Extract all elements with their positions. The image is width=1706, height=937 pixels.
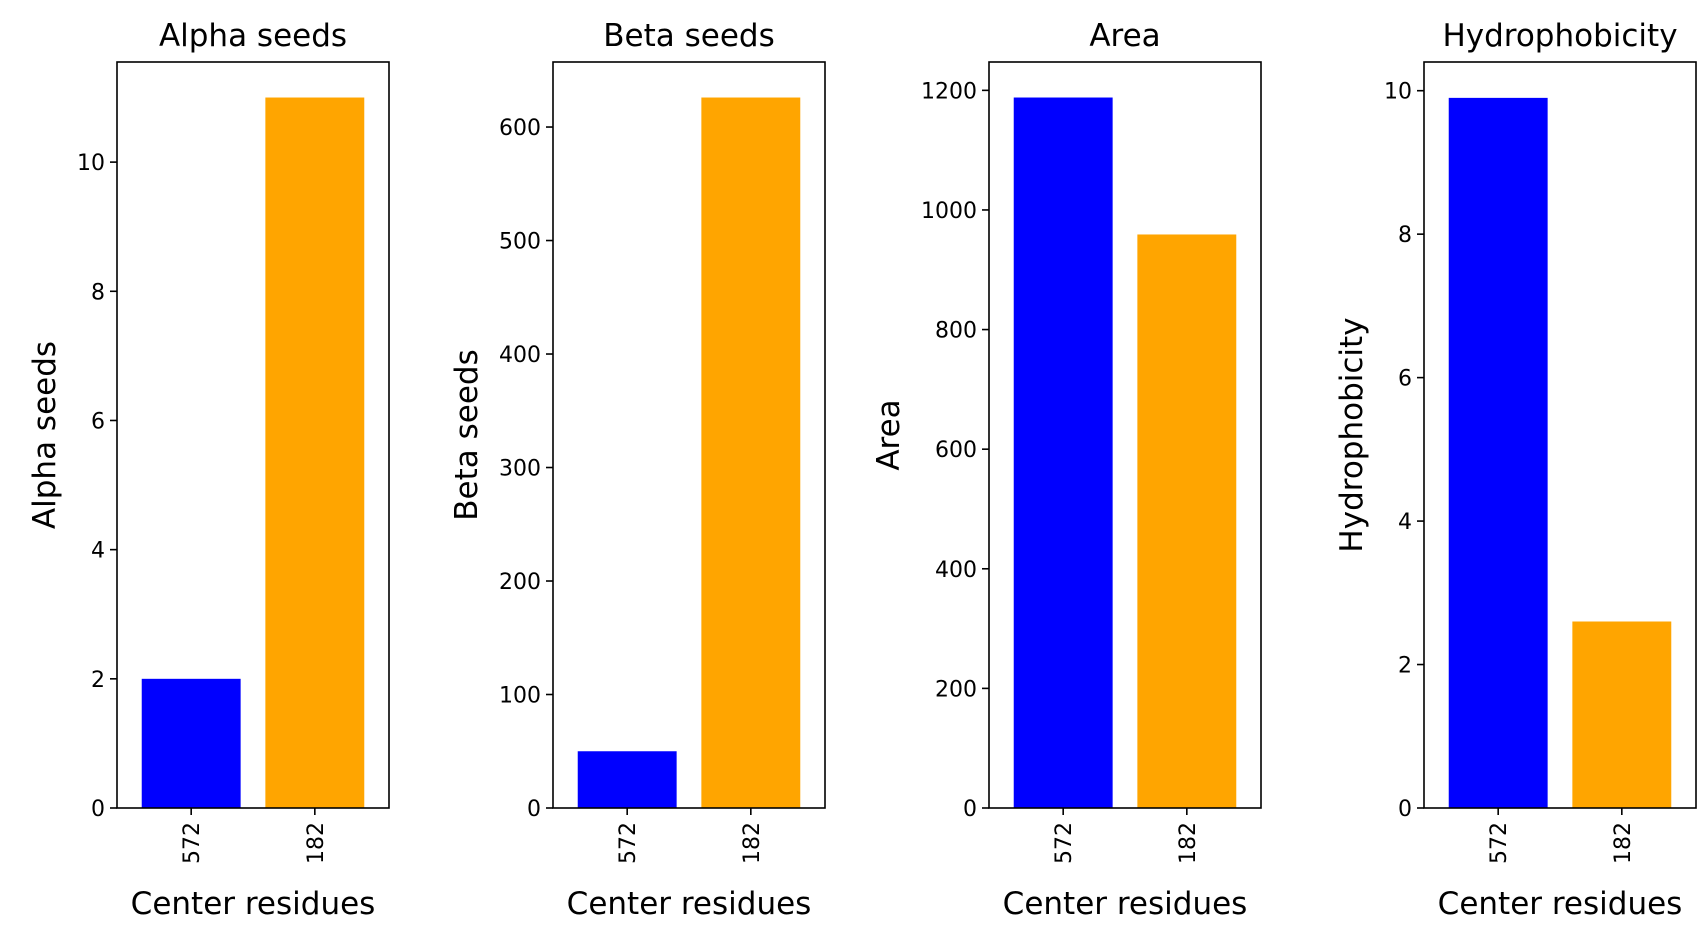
chart-title: Alpha seeds (159, 18, 347, 54)
bar-572 (577, 751, 677, 808)
y-tick-label: 4 (91, 539, 105, 564)
y-tick-label: 800 (935, 319, 977, 344)
subplot-3: 0 200 400 600 800 1000 1200 572 182 Area Center re… (871, 18, 1262, 922)
plot-frame (116, 61, 390, 809)
bar-182 (701, 97, 801, 808)
y-tick-label: 2 (91, 668, 105, 693)
subplot-4: 0 2 4 6 8 10 572 182 Hydrophobicity Center residu… (1334, 18, 1697, 922)
y-tick-label: 300 (499, 457, 541, 482)
x-tick-label: 182 (740, 822, 765, 864)
subplot-1: 0 2 4 6 8 10 572 182 Alpha seeds Center residues A… (27, 18, 390, 922)
y-tick-label: 1200 (921, 79, 977, 104)
chart-title: Area (1089, 18, 1160, 54)
y-tick-label: 600 (935, 438, 977, 463)
y-tick-label: 4 (1398, 510, 1412, 535)
y-tick-label: 6 (91, 409, 105, 434)
y-axis-label: Beta seeds (449, 349, 485, 520)
x-tick-label: 572 (616, 822, 641, 864)
y-tick-label: 10 (1384, 80, 1412, 105)
plot-frame (552, 61, 826, 809)
x-tick-label: 182 (1176, 822, 1201, 864)
y-tick-label: 200 (935, 677, 977, 702)
x-axis-label: Center residues (567, 886, 812, 922)
y-tick-label: 2 (1398, 654, 1412, 679)
y-tick-label: 400 (935, 558, 977, 583)
y-axis-label: Area (871, 399, 907, 470)
bar-572 (141, 678, 241, 808)
y-tick-label: 6 (1398, 367, 1412, 392)
bar-572 (1013, 97, 1113, 808)
bar-572 (1448, 97, 1548, 809)
y-axis-label: Hydrophobicity (1334, 317, 1370, 552)
y-axis-label: Alpha seeds (27, 341, 63, 529)
x-tick-label: 572 (1052, 822, 1077, 864)
y-tick-label: 8 (1398, 223, 1412, 248)
y-tick-label: 10 (77, 151, 105, 176)
y-tick-label: 400 (499, 343, 541, 368)
plot-frame (988, 61, 1262, 809)
y-tick-label: 200 (499, 570, 541, 595)
y-tick-label: 0 (963, 797, 977, 822)
y-tick-label: 0 (527, 797, 541, 822)
x-axis-label: Center residues (131, 886, 376, 922)
x-tick-label: 182 (1611, 822, 1636, 864)
chart-title: Hydrophobicity (1442, 18, 1677, 54)
y-tick-label: 500 (499, 230, 541, 255)
x-axis-label: Center residues (1438, 886, 1683, 922)
y-tick-label: 0 (1398, 797, 1412, 822)
y-tick-label: 0 (91, 797, 105, 822)
x-tick-label: 572 (1487, 822, 1512, 864)
plot-frame (1423, 61, 1697, 809)
y-tick-label: 8 (91, 280, 105, 305)
bar-182 (1137, 234, 1237, 809)
x-tick-label: 572 (180, 822, 205, 864)
y-tick-label: 1000 (921, 199, 977, 224)
chart-title: Beta seeds (603, 18, 774, 54)
y-tick-label: 100 (499, 684, 541, 709)
bar-182 (265, 97, 365, 808)
x-tick-label: 182 (304, 822, 329, 864)
x-axis-label: Center residues (1003, 886, 1248, 922)
y-tick-label: 600 (499, 116, 541, 141)
bar-182 (1572, 621, 1672, 808)
subplot-2: 0 100 200 300 400 500 600 572 182 Beta seeds Cente… (449, 18, 826, 922)
